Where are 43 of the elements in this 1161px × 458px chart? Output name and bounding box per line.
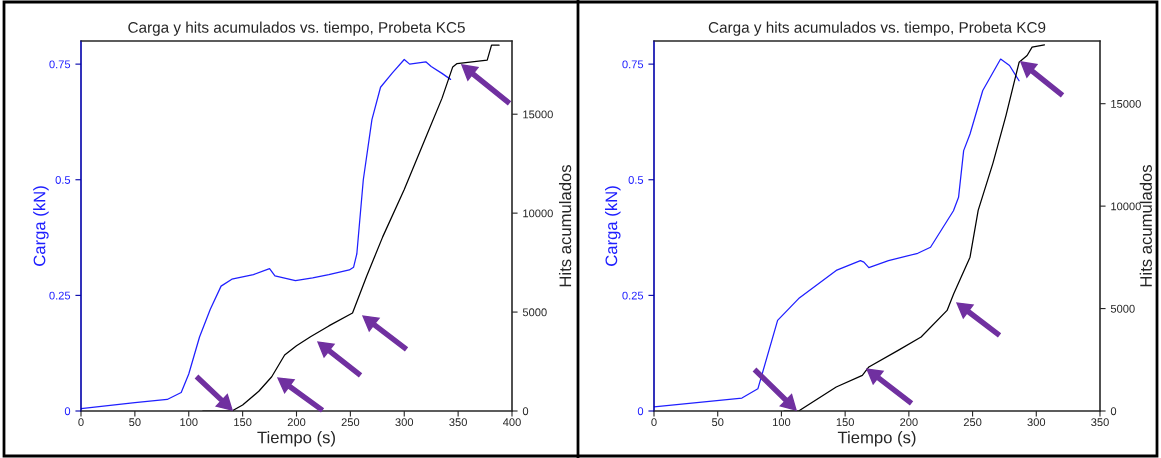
x-tick-label: 150	[234, 418, 252, 427]
y2-axis-title: Hits acumulados	[1139, 165, 1152, 287]
x-tick-label: 50	[711, 418, 724, 427]
y2-tick-label: 5000	[522, 308, 547, 317]
y-axis-title: Carga (kN)	[605, 186, 621, 266]
x-tick-label: 300	[395, 418, 414, 427]
x-tick-label: 200	[287, 418, 306, 427]
y-axis-title: Carga (kN)	[33, 186, 49, 266]
x-tick-label: 150	[836, 418, 854, 427]
y2-tick-label: 15000	[1111, 99, 1141, 108]
line-series	[654, 58, 1020, 408]
x-tick-label: 350	[449, 418, 467, 427]
y-tick-label: 0.75	[622, 60, 644, 69]
x-tick-label: 50	[129, 418, 141, 427]
y-tick-label: 0.75	[49, 60, 71, 69]
x-tick-label: 350	[1091, 418, 1109, 427]
x-tick-label: 0	[651, 418, 657, 427]
x-tick-label: 200	[900, 418, 918, 427]
y-tick-label: 0.25	[622, 291, 644, 300]
y2-tick-label: 0	[1110, 407, 1117, 416]
x-tick-label: 100	[773, 418, 791, 427]
y-tick-label: 0	[64, 407, 71, 416]
y2-axis-title: Hits acumulados	[558, 165, 572, 287]
x-tick-label: 100	[180, 418, 198, 427]
y2-tick-label: 10000	[1111, 202, 1141, 211]
x-tick-label: 250	[341, 418, 360, 427]
y2-tick-label: 5000	[1110, 304, 1135, 313]
x-tick-label: 400	[502, 418, 521, 427]
x-tick-label: 250	[963, 418, 982, 427]
x-axis-title: Tiempo (s)	[257, 431, 335, 447]
y2-tick-label: 10000	[523, 209, 553, 218]
chart-title: Carga y hits acumulados vs. tiempo, Probeta KC5	[128, 21, 465, 36]
line-series	[81, 58, 452, 410]
y2-tick-label: 15000	[523, 110, 553, 119]
x-tick-label: 300	[1027, 418, 1046, 427]
y-tick-label: 0.5	[55, 176, 71, 184]
y-tick-label: 0.25	[49, 291, 71, 300]
x-axis-title: Tiempo (s)	[837, 431, 916, 447]
x-tick-label: 0	[78, 418, 84, 427]
chart-title: Carga y hits acumulados vs. tiempo, Probeta KC9	[708, 21, 1046, 36]
y2-tick-label: 0	[522, 407, 529, 416]
y-tick-label: 0.5	[628, 176, 644, 184]
y-tick-label: 0	[637, 407, 644, 416]
